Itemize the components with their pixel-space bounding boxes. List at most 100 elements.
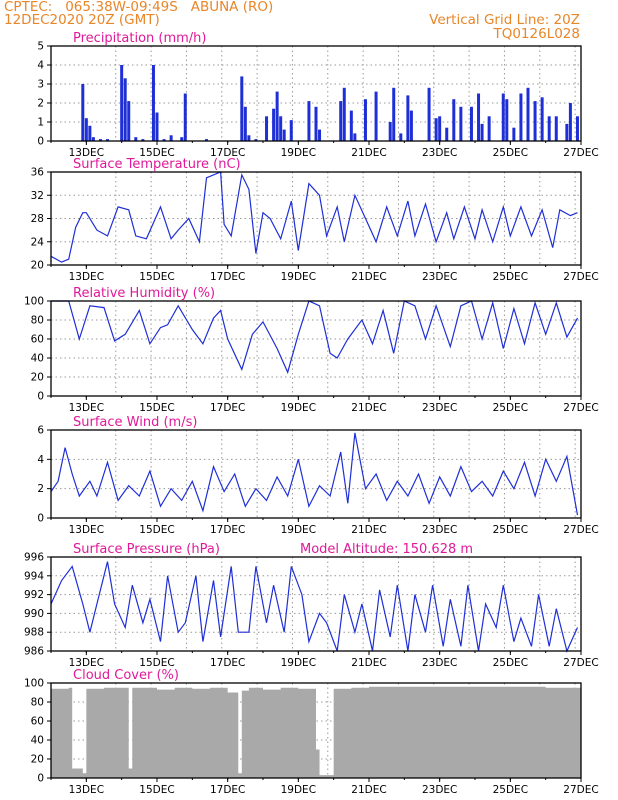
- y-tick-label: 992: [24, 589, 44, 601]
- precip-bar: [568, 103, 572, 141]
- precip-bar: [565, 123, 569, 141]
- x-tick-label: 25DEC: [493, 524, 528, 536]
- y-tick-label: 2: [37, 483, 44, 495]
- cloud-cover-area: [51, 686, 581, 778]
- precip-bar: [342, 87, 346, 141]
- y-tick-label: 100: [24, 296, 44, 308]
- precip-bar: [127, 101, 131, 141]
- y-tick-label: 5: [37, 41, 44, 53]
- precip-bar: [84, 118, 88, 141]
- precip-bar: [98, 139, 102, 141]
- precip-bar: [533, 101, 537, 141]
- y-tick-label: 996: [24, 552, 44, 564]
- x-tick-label: 23DEC: [422, 147, 457, 159]
- x-tick-label: 21DEC: [351, 147, 386, 159]
- header-gridline: Vertical Grid Line: 20Z: [429, 12, 580, 28]
- x-tick-label: 17DEC: [210, 524, 245, 536]
- x-tick-label: 25DEC: [493, 784, 528, 796]
- x-tick-label: 15DEC: [139, 524, 174, 536]
- y-tick-label: 4: [37, 454, 44, 466]
- precip-bar: [318, 129, 322, 141]
- precip-bar: [272, 108, 276, 141]
- precip-bar: [307, 101, 311, 141]
- series-line: [50, 561, 579, 653]
- y-tick-label: 20: [31, 754, 44, 766]
- x-tick-label: 15DEC: [139, 784, 174, 796]
- precip-bar: [282, 129, 286, 141]
- precip-bar: [349, 110, 353, 141]
- precip-bar: [155, 112, 159, 141]
- precip-bar: [120, 65, 124, 141]
- x-tick-label: 27DEC: [563, 784, 598, 796]
- y-tick-label: 1: [37, 117, 44, 129]
- x-tick-label: 17DEC: [210, 657, 245, 669]
- precip-bar: [339, 101, 343, 141]
- x-tick-label: 13DEC: [69, 784, 104, 796]
- y-tick-label: 40: [31, 353, 44, 365]
- plot-frame: [50, 429, 582, 519]
- x-tick-label: 17DEC: [210, 271, 245, 283]
- x-tick-label: 21DEC: [351, 784, 386, 796]
- series-line: [50, 432, 579, 516]
- x-tick-label: 21DEC: [351, 657, 386, 669]
- precip-bar: [275, 91, 279, 141]
- precip-bar: [554, 116, 558, 141]
- precip-bar: [240, 76, 244, 141]
- plot-frame: [50, 45, 582, 142]
- x-tick-label: 19DEC: [281, 524, 316, 536]
- panel-0: 0 1 2 3 4 5 13DEC 15DEC 17DEC 19DEC 21DEC 23DEC 25DE…: [37, 31, 598, 159]
- y-tick-label: 0: [37, 513, 44, 525]
- precip-bar: [169, 135, 173, 141]
- x-tick-label: 15DEC: [139, 402, 174, 414]
- precip-bar: [183, 93, 187, 141]
- x-tick-label: 17DEC: [210, 402, 245, 414]
- precip-bar: [91, 137, 95, 141]
- precip-bar: [289, 120, 293, 141]
- precip-bar: [547, 116, 551, 141]
- x-tick-label: 25DEC: [493, 402, 528, 414]
- x-tick-label: 19DEC: [281, 402, 316, 414]
- y-tick-label: 20: [31, 260, 44, 272]
- x-tick-label: 19DEC: [281, 147, 316, 159]
- y-tick-label: 36: [31, 167, 45, 179]
- x-tick-label: 13DEC: [69, 524, 104, 536]
- y-tick-label: 24: [31, 236, 45, 248]
- x-tick-label: 21DEC: [351, 402, 386, 414]
- y-tick-label: 988: [24, 627, 44, 639]
- precip-bar: [141, 139, 145, 141]
- model-altitude: Model Altitude: 150.628 m: [300, 542, 473, 557]
- x-tick-label: 25DEC: [493, 657, 528, 669]
- precip-bar: [505, 99, 509, 141]
- x-tick-label: 23DEC: [422, 784, 457, 796]
- x-tick-label: 25DEC: [493, 147, 528, 159]
- precip-bar: [480, 123, 484, 141]
- x-tick-label: 15DEC: [139, 657, 174, 669]
- precip-bar: [501, 93, 505, 141]
- precip-bar: [459, 106, 463, 141]
- precip-bar: [399, 133, 403, 141]
- precip-bar: [512, 127, 516, 141]
- precip-bar: [353, 133, 357, 141]
- y-tick-label: 990: [24, 608, 44, 620]
- series-line: [50, 171, 578, 263]
- y-tick-label: 32: [31, 190, 44, 202]
- x-tick-label: 23DEC: [422, 524, 457, 536]
- y-tick-label: 100: [24, 678, 44, 690]
- precip-bar: [526, 87, 530, 141]
- precip-bar: [243, 106, 247, 141]
- precip-bar: [487, 116, 491, 141]
- y-tick-label: 28: [31, 213, 44, 225]
- y-tick-label: 60: [31, 716, 44, 728]
- x-tick-label: 13DEC: [69, 147, 104, 159]
- precip-bar: [247, 135, 251, 141]
- y-tick-label: 0: [37, 136, 44, 148]
- series-line: [51, 300, 579, 375]
- precip-bar: [151, 65, 155, 141]
- x-tick-label: 13DEC: [69, 271, 104, 283]
- precip-bar: [469, 106, 473, 141]
- y-tick-label: 0: [37, 773, 44, 785]
- precip-bar: [438, 116, 442, 141]
- plot-frame: [50, 682, 582, 779]
- header-date: 12DEC2020 20Z (GMT): [4, 12, 160, 28]
